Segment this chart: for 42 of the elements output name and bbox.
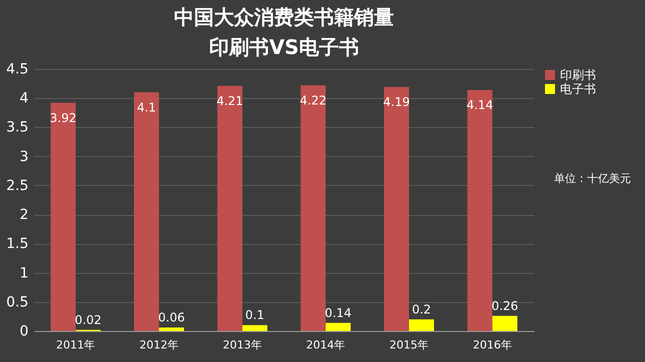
bar (300, 85, 326, 331)
bar (326, 322, 351, 331)
x-tick-label: 2013年 (222, 338, 262, 352)
data-label: 0.02 (74, 312, 102, 327)
y-tick-label: 2 (20, 207, 28, 224)
y-tick-label: 0 (20, 324, 28, 340)
bar (492, 316, 518, 331)
chart-subtitle: 印刷书VS电子书 (209, 35, 359, 59)
legend-label: 印刷书 (560, 68, 596, 82)
bar (409, 319, 434, 331)
data-label: 0.2 (412, 302, 432, 316)
data-label: 3.92 (50, 110, 77, 125)
y-tick-label: 3 (20, 148, 28, 165)
bar (467, 90, 492, 331)
y-tick-label: 4.5 (6, 62, 28, 78)
legend-label: 电子书 (560, 82, 596, 96)
y-tick-label: 3.5 (6, 120, 28, 136)
x-tick-label: 2015年 (390, 338, 428, 352)
chart-title: 中国大众消费类书籍销量 (174, 5, 394, 29)
bar (242, 325, 268, 331)
data-label: 0.1 (245, 308, 264, 322)
bar (159, 328, 184, 331)
y-tick-label: 4 (20, 90, 29, 107)
y-tick-label: 1.5 (6, 236, 28, 252)
data-label: 0.06 (158, 310, 185, 325)
y-tick-label: 1 (20, 265, 28, 282)
x-tick-label: 2014年 (306, 338, 346, 352)
data-label: 4.21 (216, 94, 244, 108)
data-label: 4.1 (136, 100, 156, 114)
bar (50, 102, 76, 331)
data-label: 0.14 (324, 306, 352, 320)
x-tick-label: 2011年 (56, 338, 96, 352)
data-label: 0.26 (491, 298, 518, 313)
bar (134, 92, 159, 331)
text: 单位：十亿美元 (554, 172, 631, 185)
x-tick-label: 2012年 (140, 338, 178, 352)
y-tick-label: 0.5 (6, 294, 28, 310)
bar (217, 86, 242, 331)
data-label: 4.14 (466, 98, 494, 112)
y-tick-label: 2.5 (6, 178, 28, 194)
x-tick-label: 2016年 (472, 338, 512, 352)
bar (384, 87, 409, 331)
